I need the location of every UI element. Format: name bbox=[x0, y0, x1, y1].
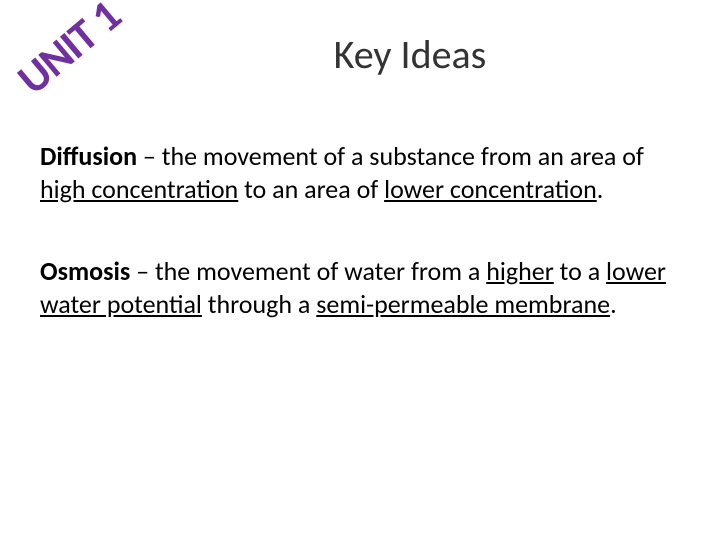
underlined-text: high concentration bbox=[40, 173, 238, 205]
unit-label: UNIT 1 bbox=[6, 0, 131, 105]
underlined-text: semi-permeable membrane bbox=[316, 288, 610, 320]
definition-term: Osmosis bbox=[40, 255, 130, 287]
header: UNIT 1 Key Ideas bbox=[0, 0, 720, 120]
underlined-text: lower concentration bbox=[384, 173, 597, 205]
definition-1: Osmosis – the movement of water from a h… bbox=[40, 255, 680, 320]
content-area: Diffusion – the movement of a substance … bbox=[0, 120, 720, 320]
page-title: Key Ideas bbox=[160, 30, 660, 79]
underlined-text: higher bbox=[486, 255, 554, 287]
definition-term: Diffusion bbox=[40, 140, 137, 172]
definition-0: Diffusion – the movement of a substance … bbox=[40, 140, 680, 205]
